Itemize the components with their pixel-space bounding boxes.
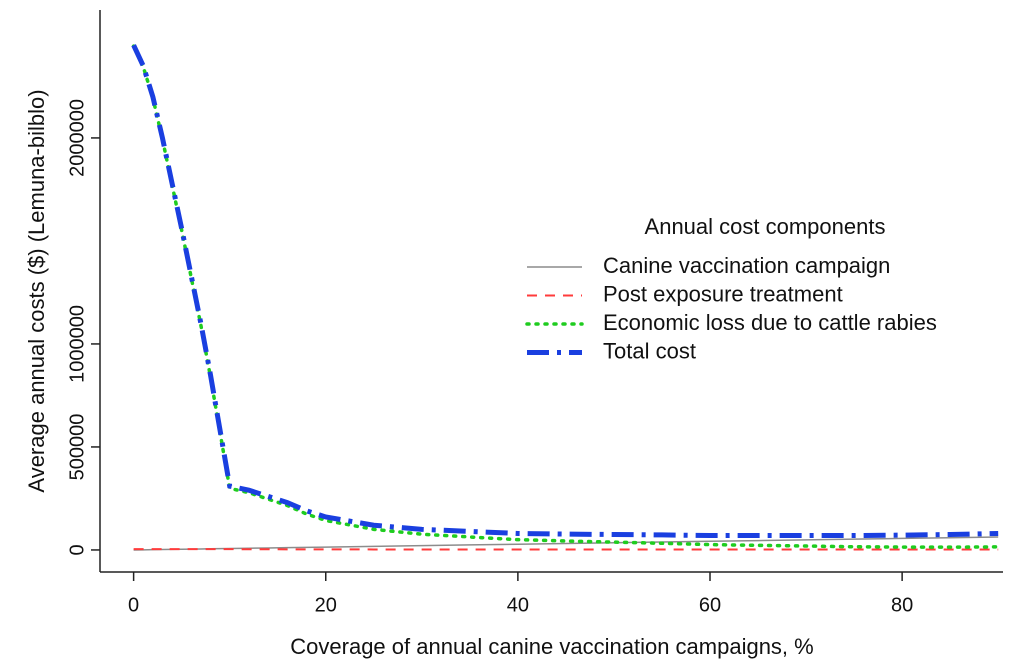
y-tick-label: 0 [66,544,88,555]
y-tick-label: 500000 [66,414,88,481]
x-tick-label: 60 [699,594,721,616]
series-line [131,44,999,539]
legend-label: Canine vaccination campaign [603,253,890,278]
x-tick-label: 0 [128,594,139,616]
legend-title: Annual cost components [645,214,886,239]
legend-label: Economic loss due to cattle rabies [603,310,937,335]
x-tick-label: 40 [507,594,529,616]
legend-label: Total cost [603,338,696,363]
series-line [133,536,999,551]
y-axis-label: Average annual costs ($) (Lemuna-bilblo) [24,89,49,492]
x-axis-label: Coverage of annual canine vaccination ca… [290,634,813,659]
series-line [131,44,1000,549]
x-tick-label: 80 [891,594,913,616]
x-tick-label: 20 [315,594,337,616]
y-tick-label: 1000000 [66,305,88,383]
legend-label: Post exposure treatment [603,281,843,306]
y-tick-label: 2000000 [66,99,88,177]
